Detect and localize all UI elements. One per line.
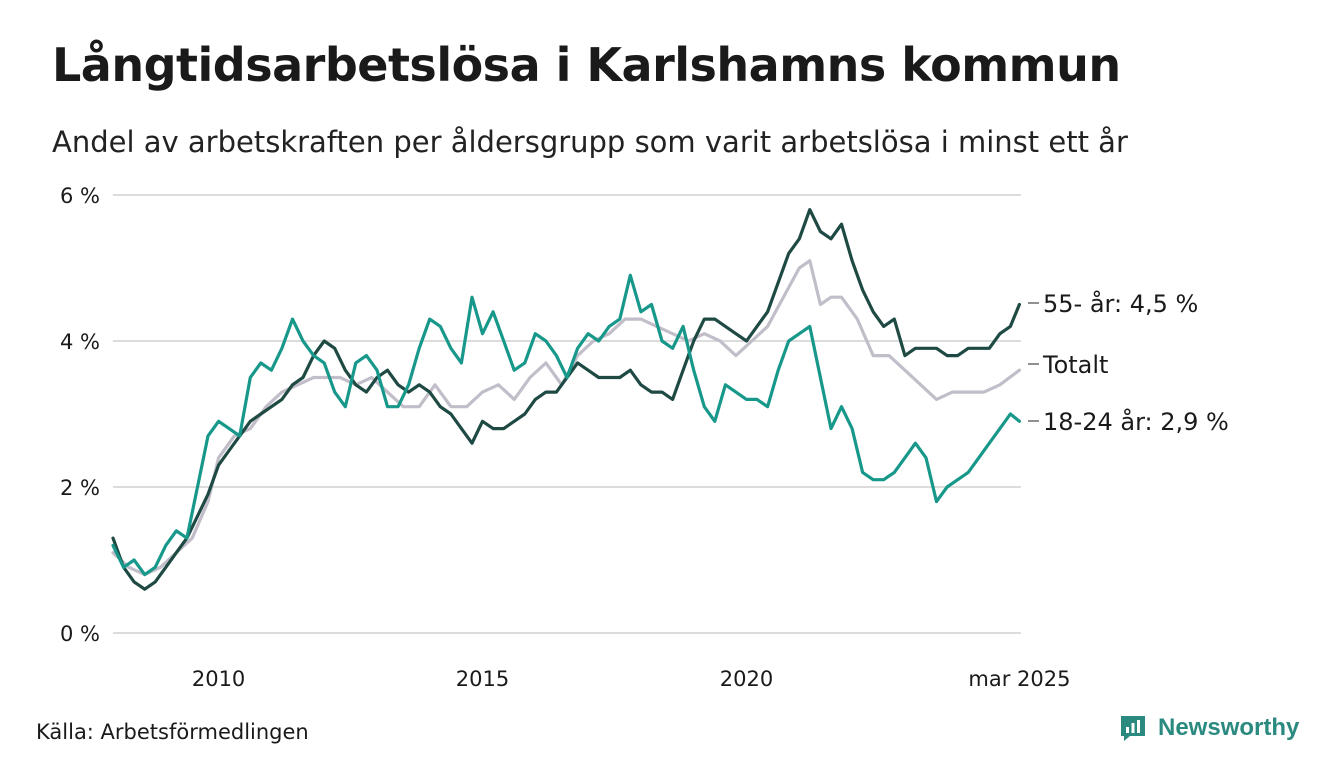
series-end-label-55: 55- år: 4,5 %: [1043, 289, 1198, 318]
y-tick-label: 0 %: [60, 622, 100, 646]
y-tick-label: 2 %: [60, 476, 100, 500]
chart-title: Långtidsarbetslösa i Karlshamns kommun: [52, 38, 1121, 92]
series-end-labels: Totalt 55- år: 4,5 % 18-24 år: 2,9 %: [1028, 289, 1229, 436]
grid-lines: [113, 194, 1021, 634]
series-line-55: [111, 208, 1022, 591]
series-line-total: [111, 259, 1022, 577]
chart-subtitle: Andel av arbetskraften per åldersgrupp s…: [52, 125, 1128, 159]
line-chart: 0 % 2 % 4 % 6 % 2010 2015 2020 mar 2025 Totalt…: [60, 184, 1229, 691]
source-note: Källa: Arbetsförmedlingen: [36, 720, 309, 744]
y-axis-ticks: 0 % 2 % 4 % 6 %: [60, 184, 100, 646]
series-lines: [111, 208, 1022, 591]
x-axis-ticks: 2010 2015 2020 mar 2025: [192, 667, 1071, 691]
brand: Newsworthy: [1118, 713, 1299, 743]
brand-name: Newsworthy: [1158, 714, 1300, 741]
x-tick-label: mar 2025: [968, 667, 1070, 691]
series-line-18-24: [111, 273, 1022, 577]
x-tick-label: 2020: [720, 667, 773, 691]
newsworthy-logo-icon: [1121, 716, 1145, 741]
x-tick-label: 2015: [456, 667, 509, 691]
series-end-label-18-24: 18-24 år: 2,9 %: [1043, 407, 1229, 436]
x-tick-label: 2010: [192, 667, 245, 691]
y-tick-label: 6 %: [60, 184, 100, 208]
y-tick-label: 4 %: [60, 330, 100, 354]
series-end-label-total: Totalt: [1042, 351, 1108, 379]
